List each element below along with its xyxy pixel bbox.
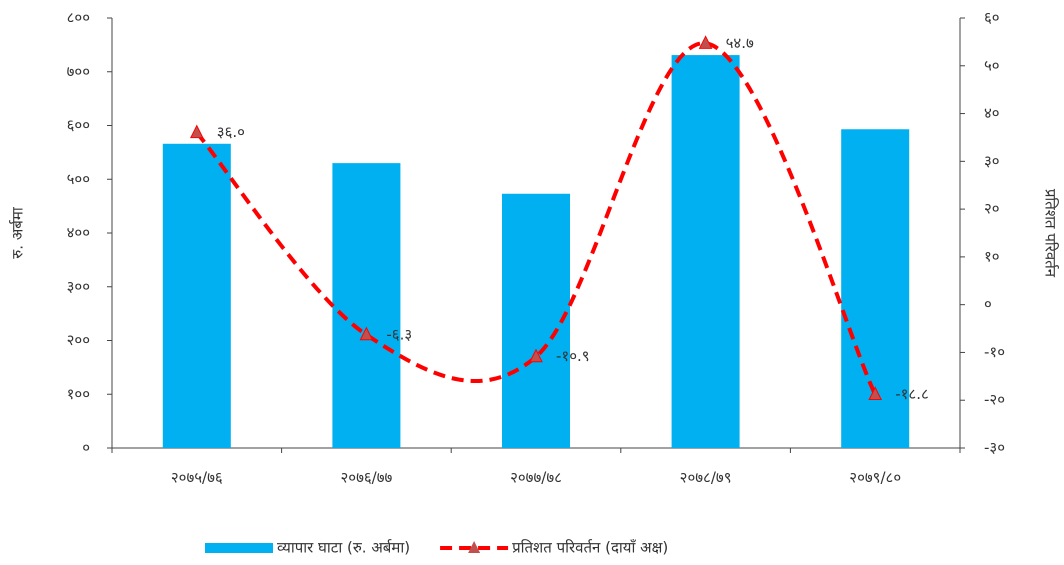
y-tick-label: ३०० <box>67 277 90 295</box>
y-axis-label: रु. अर्बमा <box>9 206 27 259</box>
y-tick-label: १०० <box>67 385 90 403</box>
y2-tick-label: -२० <box>984 391 1005 409</box>
data-label: -१०.९ <box>556 347 590 365</box>
y-tick-label: ५०० <box>67 170 90 188</box>
y2-tick-label: ० <box>984 295 992 313</box>
marker <box>359 326 374 341</box>
x-tick-label: २०७६/७७ <box>340 469 392 487</box>
legend-swatch <box>205 543 273 553</box>
y2-tick-label: २० <box>984 200 1000 218</box>
y2-tick-label: ६० <box>984 9 1000 27</box>
marker <box>529 348 543 363</box>
legend-label: प्रतिशत परिवर्तन (दायाँ अक्ष) <box>512 539 668 557</box>
y2-tick-label: -१० <box>984 343 1005 361</box>
x-tick-label: २०७५/७६ <box>171 469 223 487</box>
data-label: ५४.७ <box>726 34 754 52</box>
y2-tick-label: -३० <box>984 439 1005 457</box>
y-tick-label: ० <box>82 439 90 457</box>
bar <box>671 55 740 449</box>
y2-tick-label: ३० <box>984 152 1000 170</box>
data-label: -६.३ <box>386 325 412 343</box>
marker <box>868 386 883 400</box>
x-tick-label: २०७७/७८ <box>510 469 562 487</box>
y-tick-label: ७०० <box>67 62 90 80</box>
y-tick-label: ४०० <box>67 224 90 242</box>
y2-tick-label: ४० <box>984 104 1000 122</box>
y-tick-label: ६०० <box>67 116 90 134</box>
data-label: -१८.८ <box>895 385 929 403</box>
line <box>195 41 878 396</box>
y-tick-label: २०० <box>67 331 90 349</box>
y2-axis-label: प्रतिशत परिवर्तन <box>1042 189 1060 278</box>
marker <box>189 124 204 139</box>
x-tick-label: २०७९/८० <box>849 469 901 487</box>
y-tick-label: ८०० <box>67 9 90 27</box>
x-tick-label: २०७८/७९ <box>680 469 732 487</box>
y2-tick-label: ५० <box>984 56 1000 74</box>
bar <box>332 163 401 448</box>
bar <box>502 193 570 448</box>
data-label: ३६.० <box>217 123 245 141</box>
y2-tick-label: १० <box>984 247 1000 265</box>
legend-label: व्यापार घाटा (रु. अर्बमा) <box>277 539 410 557</box>
marker <box>698 35 713 49</box>
bar <box>162 143 231 448</box>
legend-marker <box>468 541 481 553</box>
